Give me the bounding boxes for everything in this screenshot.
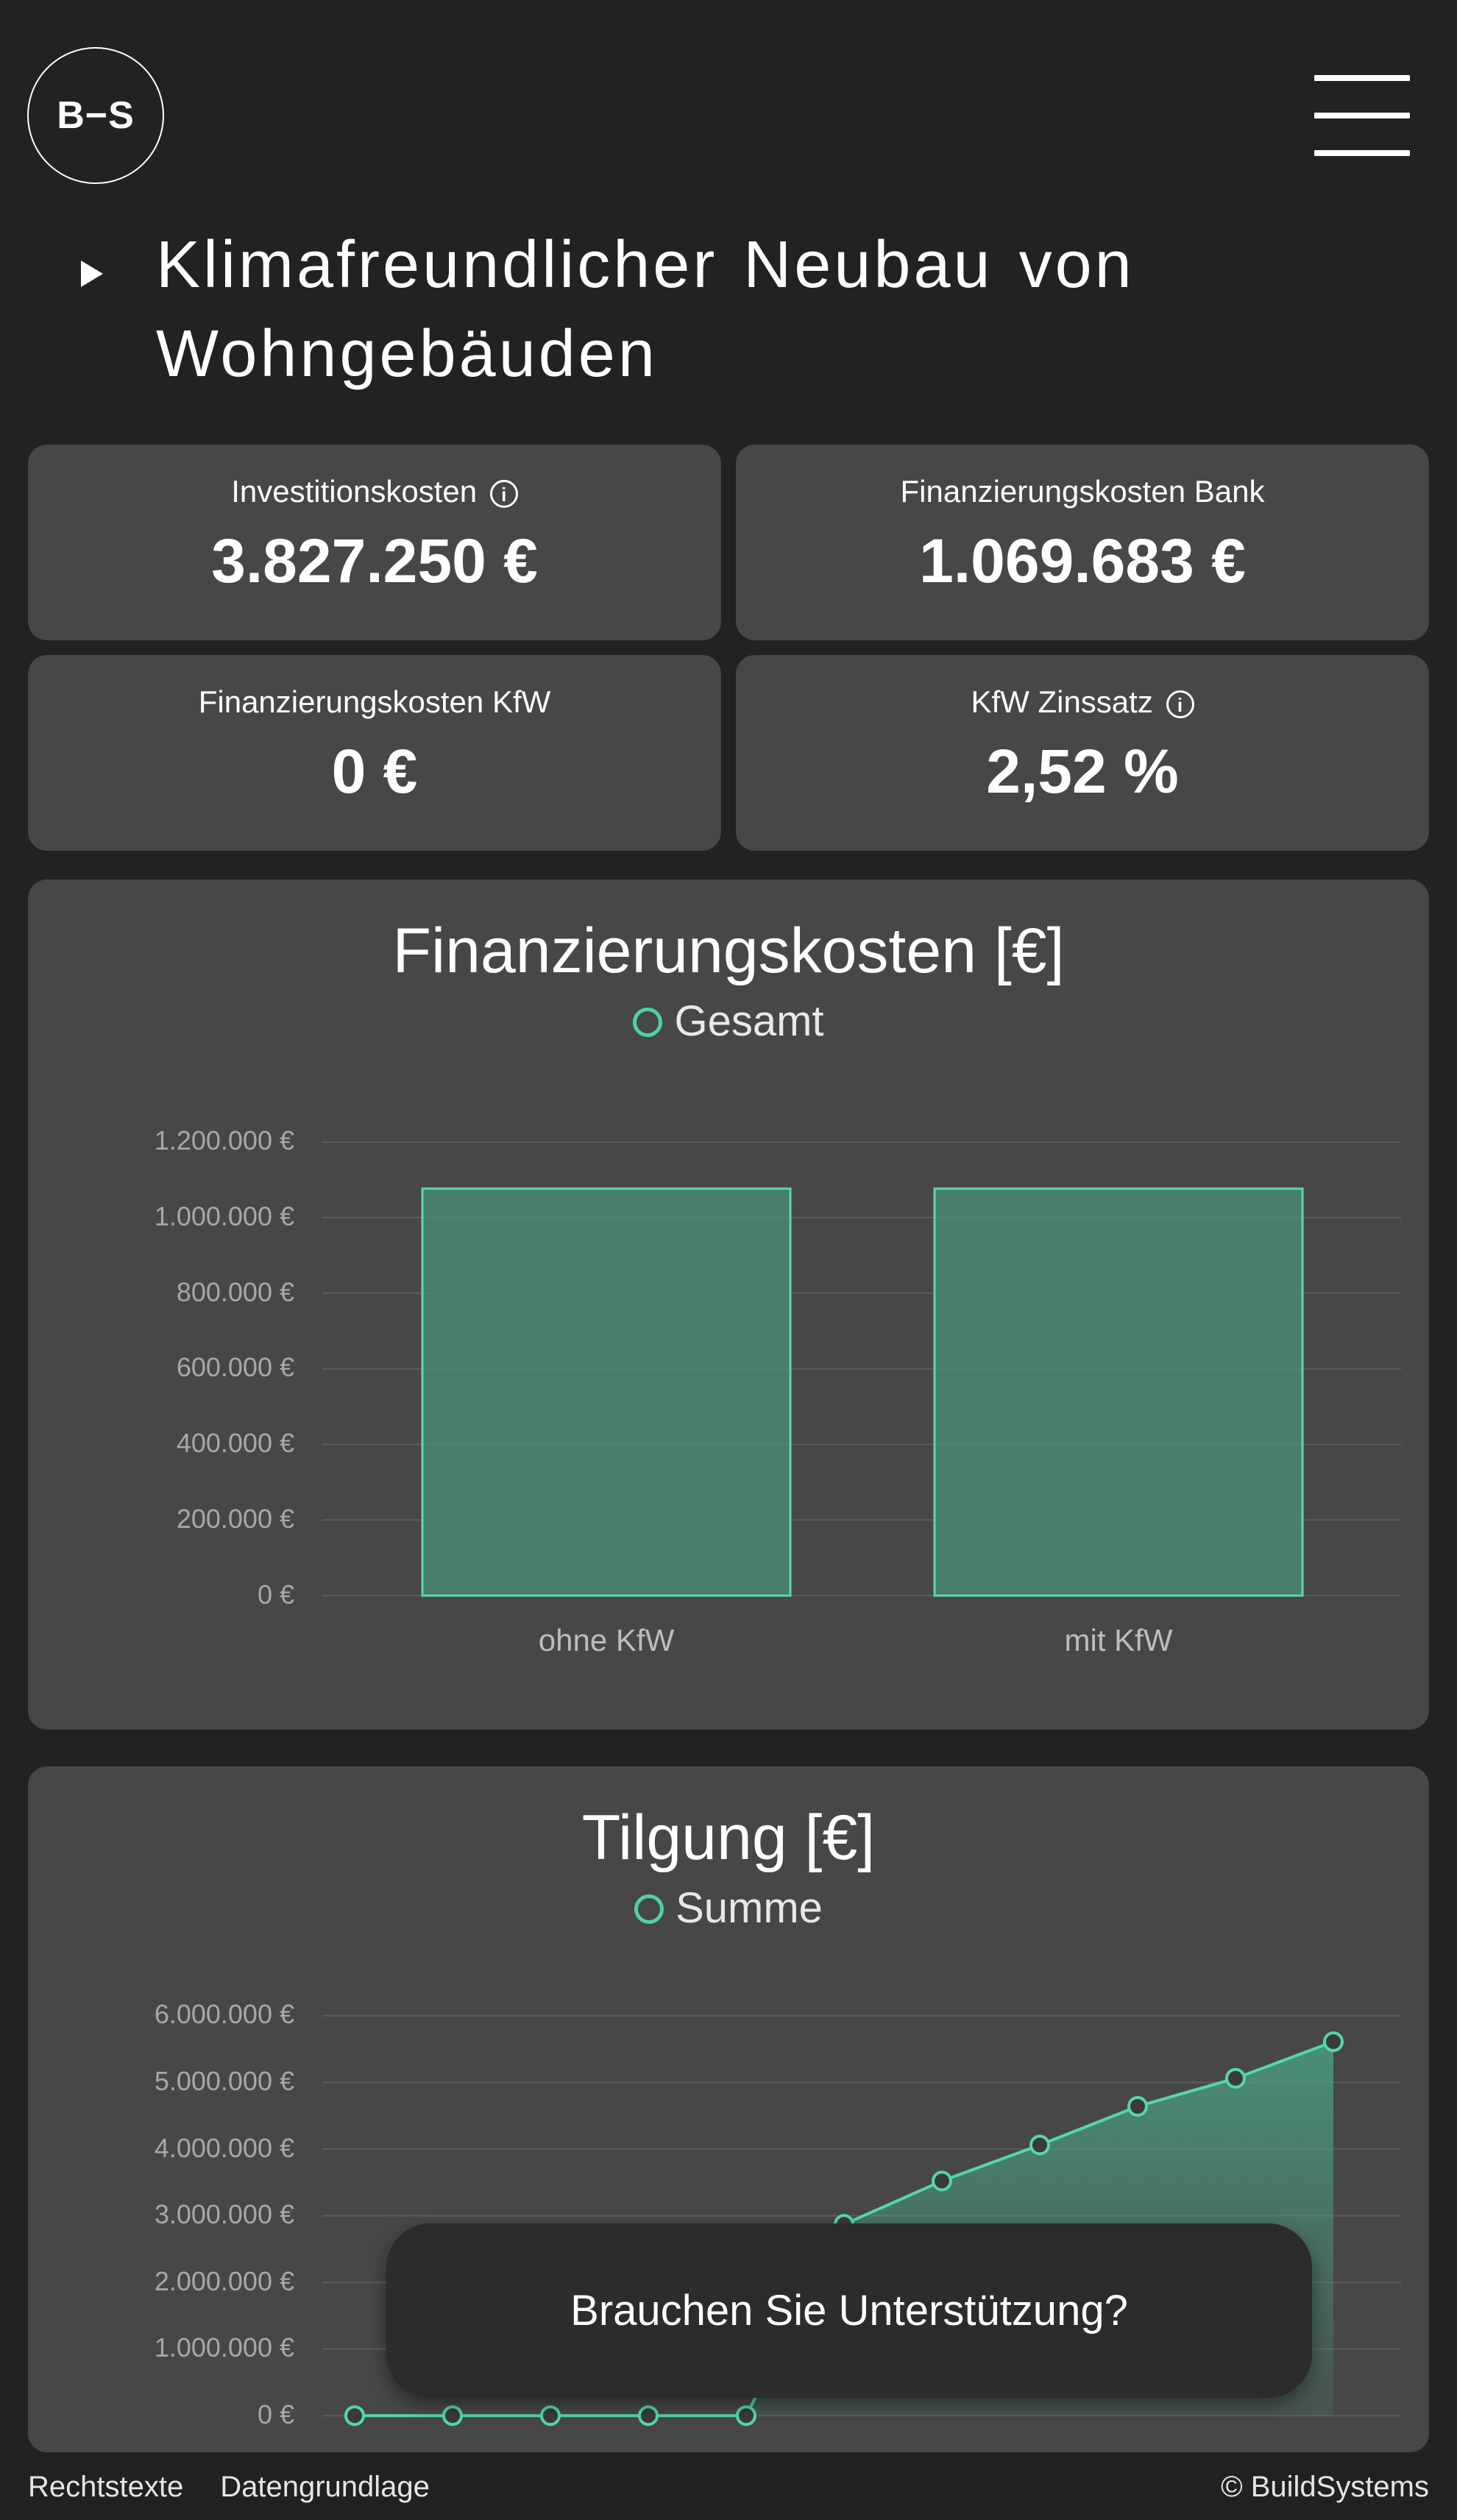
svg-text:0 €: 0 € bbox=[258, 1579, 294, 1610]
svg-text:4.000.000 €: 4.000.000 € bbox=[155, 2133, 294, 2163]
svg-text:1.000.000 €: 1.000.000 € bbox=[155, 1201, 294, 1231]
svg-text:mit KfW: mit KfW bbox=[1065, 1623, 1173, 1657]
svg-text:400.000 €: 400.000 € bbox=[177, 1428, 294, 1458]
svg-text:6.000.000 €: 6.000.000 € bbox=[155, 1999, 294, 2029]
svg-text:800.000 €: 800.000 € bbox=[177, 1277, 294, 1307]
svg-text:3.000.000 €: 3.000.000 € bbox=[155, 2199, 294, 2229]
svg-text:2.000.000 €: 2.000.000 € bbox=[155, 2266, 294, 2296]
svg-text:5.000.000 €: 5.000.000 € bbox=[155, 2066, 294, 2096]
svg-text:ohne KfW: ohne KfW bbox=[539, 1623, 675, 1657]
svg-text:1.000.000 €: 1.000.000 € bbox=[155, 2332, 294, 2362]
svg-text:0 €: 0 € bbox=[258, 2399, 294, 2429]
svg-text:1.200.000 €: 1.200.000 € bbox=[155, 1125, 294, 1155]
svg-text:200.000 €: 200.000 € bbox=[177, 1504, 294, 1534]
svg-text:600.000 €: 600.000 € bbox=[177, 1352, 294, 1382]
